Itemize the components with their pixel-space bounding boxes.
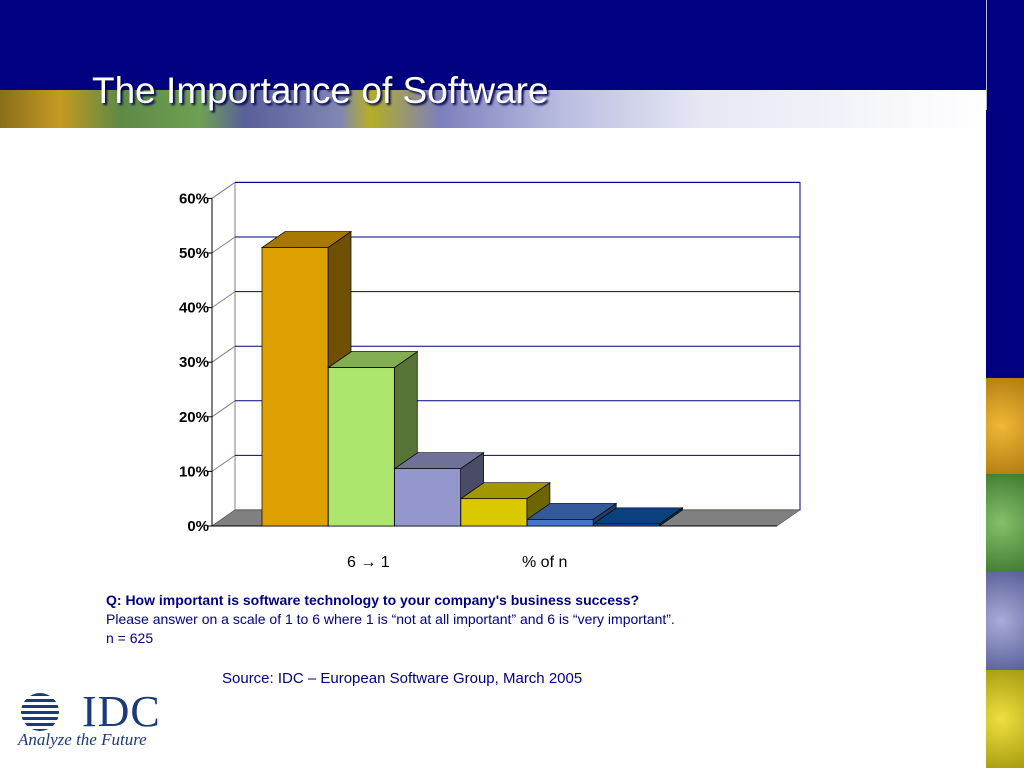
bar — [593, 523, 660, 527]
header-divider-line — [986, 0, 987, 110]
page-title: The Importance of Software — [92, 70, 549, 111]
logo-tagline: Analyze the Future — [18, 730, 147, 749]
y-tick-label: 0% — [187, 518, 209, 535]
chart-y-ticks: 0% 10% 20% 30% 40% 50% 60% — [179, 190, 212, 535]
question-title: Q: How important is software technology … — [106, 592, 640, 608]
x-axis-scale-label: 6 → 1 — [347, 554, 390, 571]
chart-bars — [260, 230, 684, 527]
sample-size: n = 625 — [106, 630, 154, 646]
y-tick-label: 30% — [179, 354, 209, 371]
x-axis-measure-label: % of n — [522, 554, 567, 571]
source-note: Source: IDC – European Software Group, M… — [222, 670, 583, 687]
logo-wordmark: IDC — [82, 687, 161, 736]
globe-icon — [21, 693, 59, 731]
question-instructions: Please answer on a scale of 1 to 6 where… — [106, 611, 675, 627]
gridline-side — [211, 291, 236, 309]
bar — [460, 498, 528, 527]
bar — [394, 468, 461, 527]
gridline-side — [211, 400, 236, 418]
idc-logo: IDC Analyze the Future — [16, 687, 166, 758]
bar — [526, 519, 594, 527]
bar — [327, 367, 395, 527]
bar — [261, 247, 329, 527]
survey-question: Q: How important is software technology … — [106, 591, 826, 648]
y-tick-label: 40% — [179, 300, 209, 317]
header-image-strip — [0, 90, 986, 128]
y-tick-label: 50% — [179, 245, 209, 262]
y-tick-label: 10% — [179, 463, 209, 480]
gridline-side — [211, 345, 236, 363]
gridline-side — [211, 181, 236, 199]
right-decorative-column — [986, 0, 1024, 768]
header-band — [0, 0, 986, 90]
y-tick-label: 60% — [179, 190, 209, 207]
gridline-side — [211, 236, 236, 254]
gridline-side — [211, 454, 236, 472]
y-tick-label: 20% — [179, 409, 209, 426]
